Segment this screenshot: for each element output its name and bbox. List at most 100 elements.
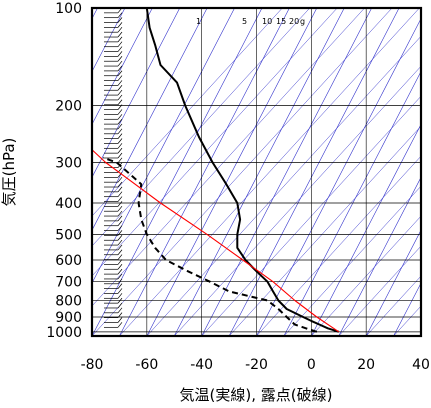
dry-adiabat-line bbox=[92, 8, 365, 307]
wind-barb-flag bbox=[117, 172, 123, 178]
isotherm-line bbox=[92, 8, 208, 231]
mixing-ratio-labels: 1 5 10 15 20 g bbox=[196, 17, 305, 26]
wind-barb-flag bbox=[117, 17, 123, 23]
dry-adiabat-line bbox=[92, 8, 283, 217]
profile-series bbox=[92, 8, 340, 333]
isotherm-line bbox=[256, 17, 421, 336]
isotherm-line bbox=[393, 282, 421, 336]
isotherm-line bbox=[173, 8, 345, 336]
dry-adiabat-line bbox=[338, 245, 421, 336]
x-tick-label: -40 bbox=[190, 357, 213, 373]
mixing-ratio-label: 5 bbox=[242, 17, 247, 26]
wind-barb-flag bbox=[117, 244, 123, 251]
wind-barb-flag bbox=[117, 293, 123, 299]
wind-barb-flag bbox=[117, 302, 123, 309]
dry-adiabat-line bbox=[92, 8, 310, 247]
wind-barb-flag bbox=[117, 22, 123, 28]
isotherm-line bbox=[228, 8, 400, 336]
series-line-0 bbox=[145, 8, 340, 333]
wind-barb-flag bbox=[117, 152, 123, 159]
wind-barb-flag bbox=[117, 312, 123, 318]
wind-barb-flag bbox=[117, 85, 123, 91]
wind-barb-flag bbox=[117, 176, 123, 183]
wind-barb-flag bbox=[117, 278, 123, 285]
wind-barb-flag bbox=[117, 191, 123, 197]
isotherm-line bbox=[338, 176, 421, 336]
series-line-1 bbox=[102, 156, 318, 333]
wind-barb-flag bbox=[117, 283, 123, 289]
series-line-2 bbox=[92, 148, 340, 333]
y-tick-label: 600 bbox=[55, 253, 82, 269]
dry-adiabat-line bbox=[146, 35, 421, 336]
wind-barb-flag bbox=[117, 297, 123, 304]
wind-barb-flag bbox=[117, 65, 123, 72]
pressure-gridlines bbox=[92, 7, 421, 333]
wind-barb-flag bbox=[117, 288, 123, 294]
isotherm-line bbox=[420, 335, 421, 336]
dry-adiabat-line bbox=[92, 8, 338, 277]
wind-barb-flag bbox=[117, 157, 123, 164]
wind-barb-flag bbox=[117, 12, 123, 18]
wind-barb-flag bbox=[117, 118, 123, 125]
wind-barb-flag bbox=[117, 254, 123, 260]
wind-barb-flag bbox=[117, 31, 123, 38]
wind-barb-flag bbox=[117, 60, 123, 67]
wind-barb-flag bbox=[117, 123, 123, 130]
y-axis-label: 気圧(hPa) bbox=[0, 138, 18, 207]
wind-barb-flag bbox=[117, 147, 123, 154]
y-tick-label: 300 bbox=[55, 156, 82, 172]
wind-barb-flag bbox=[117, 75, 123, 81]
wind-barb-flag bbox=[117, 273, 123, 280]
x-tick-label: -80 bbox=[81, 357, 104, 373]
wind-barb-flag bbox=[117, 114, 123, 120]
wind-barb-flag bbox=[117, 41, 123, 47]
wind-barb-flag bbox=[117, 138, 123, 144]
wind-barb-flag bbox=[117, 215, 123, 222]
wind-barb-flag bbox=[117, 143, 123, 149]
y-tick-label: 1000 bbox=[46, 325, 82, 341]
wind-barb-flag bbox=[117, 239, 123, 246]
wind-barbs bbox=[104, 8, 123, 328]
mixing-ratio-label: g bbox=[300, 17, 305, 26]
isotherm-line bbox=[119, 8, 290, 336]
x-tick-label: -60 bbox=[135, 357, 158, 373]
wind-barb-flag bbox=[117, 205, 123, 212]
wind-barb-flag bbox=[117, 220, 123, 226]
isotherm-line bbox=[92, 8, 263, 336]
wind-barb-flag bbox=[117, 94, 123, 101]
mixing-ratio-label: 20 bbox=[289, 17, 299, 26]
dry-adiabat-line bbox=[311, 215, 421, 336]
x-tick-label: -20 bbox=[245, 357, 268, 373]
wind-barb-flag bbox=[117, 196, 123, 202]
isotherm-line bbox=[201, 8, 372, 336]
isotherm-line bbox=[311, 123, 421, 336]
mixing-ratio-label: 1 bbox=[196, 17, 201, 26]
wind-barb-flag bbox=[117, 201, 123, 207]
isotherm-line bbox=[283, 70, 421, 336]
y-tick-label: 900 bbox=[55, 310, 82, 326]
wind-barb-flag bbox=[117, 322, 123, 328]
isotherm-line bbox=[146, 8, 318, 336]
wind-barb-flag bbox=[117, 133, 123, 139]
wind-barb-flag bbox=[117, 230, 123, 236]
dry-adiabat-line bbox=[393, 305, 421, 336]
x-axis-label: 気温(実線), 露点(破線) bbox=[180, 386, 333, 404]
wind-barb-flag bbox=[117, 186, 123, 193]
dry-adiabat-line bbox=[283, 185, 421, 336]
wind-barb-flag bbox=[117, 268, 123, 275]
x-tick-labels: -80 -60 -40 -20 0 20 40 bbox=[81, 357, 430, 373]
mixing-ratio-label: 10 bbox=[262, 17, 272, 26]
y-tick-label: 200 bbox=[55, 98, 82, 114]
y-tick-label: 700 bbox=[55, 275, 82, 291]
y-tick-label: 800 bbox=[55, 293, 82, 309]
wind-barb-flag bbox=[117, 80, 123, 86]
wind-barb-flag bbox=[117, 70, 123, 76]
dry-adiabat-line bbox=[420, 335, 421, 336]
wind-barb-flag bbox=[117, 249, 123, 255]
x-tick-label: 40 bbox=[412, 357, 430, 373]
wind-barb-flag bbox=[117, 36, 123, 43]
isotherm-line bbox=[92, 8, 153, 126]
isotherm-line bbox=[92, 8, 235, 284]
